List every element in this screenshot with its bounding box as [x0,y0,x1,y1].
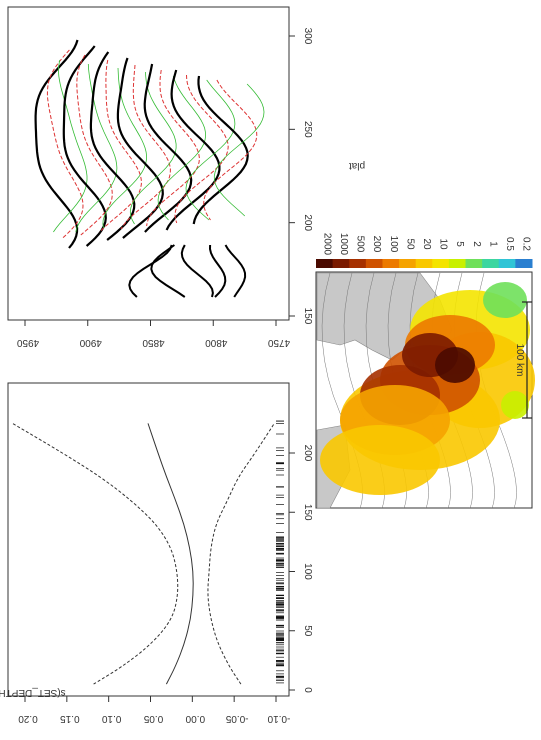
colorbar-label: 5 [454,241,465,247]
contour-line-red [76,54,113,236]
colorbar-swatch [515,259,533,268]
contour-lines [34,39,265,298]
smooth-term-plot-frame [7,382,290,697]
contour-line-black [208,244,227,298]
contour-line-black [62,45,107,247]
colorbar-swatch [382,259,400,268]
contour-line-black [192,75,249,225]
depth-tick-label: 50 [302,625,313,637]
colorbar-label: 10 [438,238,449,250]
contour-line-black [128,244,173,298]
contour-line-red [46,49,84,239]
smooth-term-panel: 0 50 100 150 200 -0.10 -0.05 0.00 0.05 0.10 0.15 0… [0,382,313,724]
colorbar-swatch [465,259,483,268]
contour-line-green [213,83,265,217]
colorbar-swatch [482,259,500,268]
effect-tick-label: 0.05 [143,713,163,724]
x-tick-label: 200 [302,214,313,231]
colorbar-swatch [498,259,516,268]
colorbar-swatch [365,259,383,268]
depth-tick-label: 0 [302,687,313,693]
colorbar-swatch [399,259,417,268]
colorbar-swatch [349,259,367,268]
plat-tick-label: 4850 [142,337,165,348]
contour-panel: 150 200 250 300 4750 4800 4850 4900 4950 plat [7,6,365,348]
density-patch [320,425,440,495]
scale-bar: 100 km [514,301,532,419]
confidence-band-line [207,423,275,685]
map-layer [316,272,535,509]
colorbar-swatch [332,259,350,268]
colorbar-label: 100 [388,236,399,253]
contour-line-black [89,51,136,241]
effect-tick-label: -0.05 [225,713,248,724]
plat-tick-label: 4900 [79,337,102,348]
contour-line-black [180,244,214,298]
plat-tick-label: 4800 [205,337,228,348]
contour-line-green [185,79,236,221]
contour-line-red [174,74,229,224]
effect-tick-label: -0.10 [267,713,290,724]
contour-line-green [102,67,148,229]
contour-line-green [53,59,88,233]
contour-line-black [150,244,186,298]
colorbar-label: 0.5 [504,237,515,251]
depth-map-panel: 2000 1000 500 200 100 50 20 10 5 2 1 0.5 0.2 100 km [315,233,535,509]
depth-colorbar: 2000 1000 500 200 100 50 20 10 5 2 1 0.5 0.2 [316,233,533,268]
colorbar-label: 2 [471,241,482,247]
colorbar-swatch [415,259,433,268]
effect-tick-label: 0.15 [60,713,80,724]
colorbar-swatch [432,259,450,268]
depth-tick-label: 150 [302,504,313,521]
depth-tick-label: 100 [302,563,313,580]
x-tick-label: 150 [302,308,313,325]
contour-line-black [116,57,164,239]
plat-axis-label: plat [349,160,365,171]
density-patch [483,282,527,318]
depth-tick-label: 200 [302,445,313,462]
contour-line-green [75,63,118,233]
effect-tick-label: 0.10 [101,713,121,724]
contour-line-red [203,79,258,221]
rug-marks [276,420,284,684]
contour-line-red [120,64,171,230]
scale-bar-label: 100 km [514,344,525,377]
effect-tick-label: 0.00 [185,713,205,724]
plat-tick-label: 4750 [267,337,290,348]
contour-line-black [143,63,193,233]
colorbar-label: 500 [355,236,366,253]
colorbar-label: 20 [421,238,432,250]
colorbar-swatch [316,259,334,268]
smooth-term-curves [12,422,275,685]
colorbar-label: 0.2 [521,237,532,251]
plat-axis-ticks: 150 200 250 300 [289,28,313,325]
depth-axis-ticks: 0 50 100 150 200 [289,445,313,693]
plat-tick-label: 4950 [16,337,39,348]
colorbar-label: 2000 [321,233,332,256]
confidence-band-line [12,422,179,685]
contour-line-green [129,71,177,225]
x-tick-label: 250 [302,121,313,138]
contour-line-black [224,244,247,298]
contour-line-black [34,39,79,249]
density-patch [435,347,475,383]
effect-tick-label: 0.20 [18,713,38,724]
density-patch [501,391,529,419]
contour-line-red [146,69,200,227]
smooth-fit-line [147,423,194,685]
lon-axis-ticks: 4750 4800 4850 4900 4950 [16,320,290,348]
colorbar-label: 1 [487,241,498,247]
colorbar-label: 50 [404,238,415,250]
effect-axis-ticks: -0.10 -0.05 0.00 0.05 0.10 0.15 0.20 [18,696,290,724]
colorbar-swatch [448,259,467,268]
colorbar-label: 200 [371,236,382,253]
contour-line-green [157,75,207,221]
effect-axis-label: s(SET_DEPTH,1.7) [0,687,66,698]
x-tick-label: 300 [302,28,313,45]
contour-plot-frame [7,6,290,321]
colorbar-label: 1000 [338,233,349,256]
